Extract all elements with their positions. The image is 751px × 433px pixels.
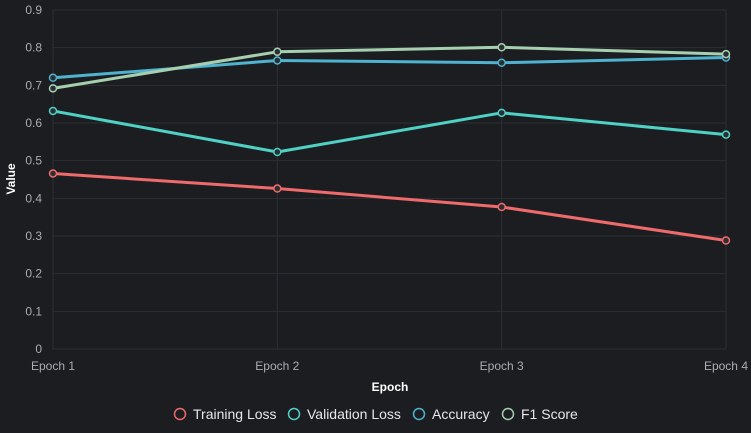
- data-point-accuracy[interactable]: [273, 56, 282, 65]
- y-tick-label: 0.4: [25, 191, 42, 205]
- legend-item-training-loss[interactable]: Training Loss: [173, 406, 277, 422]
- x-axis-title: Epoch: [372, 380, 409, 394]
- y-tick-label: 0.3: [25, 229, 42, 243]
- x-tick-label: Epoch 3: [480, 359, 524, 373]
- y-tick-label: 0.8: [25, 41, 42, 55]
- x-axis-ticks: Epoch 1 Epoch 2 Epoch 3 Epoch 4: [31, 359, 748, 373]
- y-tick-label: 0.1: [25, 304, 42, 318]
- data-point-f1-score[interactable]: [273, 47, 282, 57]
- data-point-accuracy[interactable]: [48, 73, 58, 83]
- data-point-training-loss[interactable]: [497, 202, 506, 212]
- data-point-validation-loss[interactable]: [48, 106, 58, 116]
- legend-item-validation-loss[interactable]: Validation Loss: [287, 406, 401, 422]
- series-line-validation-loss: [51, 109, 728, 154]
- series-lines: [51, 45, 728, 243]
- series-line-f1-score: [51, 45, 728, 90]
- y-tick-label: 0.9: [25, 3, 42, 17]
- legend-marker-icon: [501, 407, 515, 421]
- legend-label: Training Loss: [193, 406, 277, 422]
- data-point-validation-loss[interactable]: [497, 108, 506, 118]
- y-tick-label: 0: [35, 342, 42, 356]
- data-point-f1-score[interactable]: [721, 49, 731, 59]
- legend-item-accuracy[interactable]: Accuracy: [412, 406, 490, 422]
- legend-label: Accuracy: [432, 406, 490, 422]
- data-point-training-loss[interactable]: [273, 184, 282, 193]
- legend-label: F1 Score: [521, 406, 578, 422]
- data-point-training-loss[interactable]: [48, 169, 58, 178]
- legend-marker-icon: [173, 407, 187, 421]
- x-tick-label: Epoch 1: [31, 359, 75, 373]
- y-tick-label: 0.6: [25, 116, 42, 130]
- data-point-training-loss[interactable]: [721, 236, 731, 245]
- data-point-f1-score[interactable]: [48, 84, 58, 93]
- y-axis-title: Value: [4, 163, 18, 195]
- y-tick-label: 0.7: [25, 78, 42, 92]
- legend-marker-icon: [412, 407, 426, 421]
- data-point-validation-loss[interactable]: [721, 130, 731, 139]
- y-tick-label: 0.5: [25, 154, 42, 168]
- data-point-f1-score[interactable]: [497, 43, 506, 52]
- series-points: [48, 43, 731, 245]
- x-tick-label: Epoch 2: [255, 359, 299, 373]
- series-line-training-loss: [51, 171, 728, 243]
- legend-marker-icon: [287, 407, 301, 421]
- legend-item-f1-score[interactable]: F1 Score: [501, 406, 579, 422]
- data-point-accuracy[interactable]: [497, 58, 506, 67]
- y-tick-label: 0.2: [25, 267, 42, 281]
- legend-label: Validation Loss: [307, 406, 401, 422]
- legend: Training Loss Validation Loss Accuracy F1 S…: [173, 406, 579, 422]
- series-line-accuracy: [51, 55, 728, 80]
- data-point-validation-loss[interactable]: [273, 147, 282, 157]
- x-tick-label: Epoch 4: [704, 359, 748, 373]
- y-axis-ticks: 0 0.1 0.2 0.3 0.4 0.5 0.6 0.7 0.8 0.9: [25, 3, 42, 356]
